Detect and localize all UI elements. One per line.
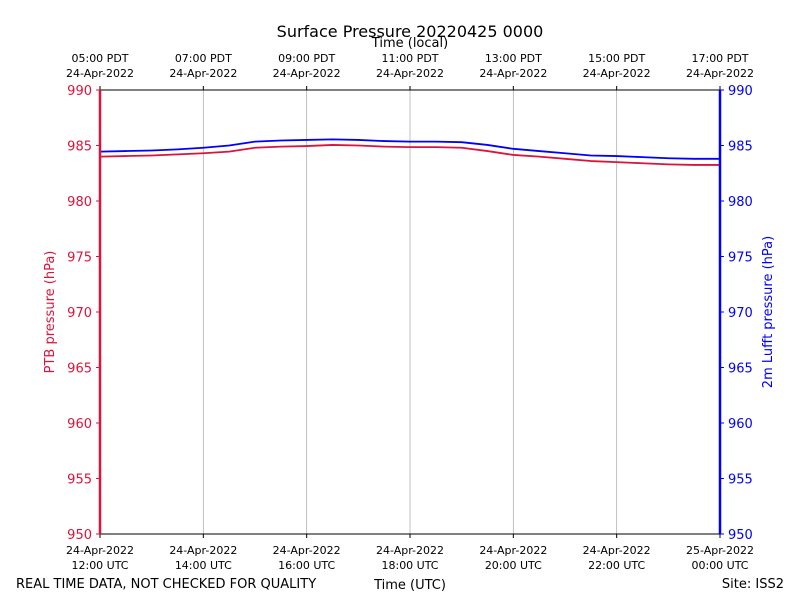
x-tick-label-date: 24-Apr-2022 [376,544,444,557]
y-tick-label-right: 980 [728,195,753,210]
top-tick-label-local: 05:00 PDT [71,52,128,65]
top-tick-label-date: 24-Apr-2022 [66,67,134,80]
top-tick-label-local: 11:00 PDT [381,52,438,65]
top-tick-label-local: 15:00 PDT [588,52,645,65]
x-tick-label-utc: 12:00 UTC [71,559,128,572]
x-tick-label-date: 24-Apr-2022 [479,544,547,557]
y-tick-label-left: 990 [67,84,92,99]
y-tick-label-right: 985 [728,140,753,155]
x-tick-label-utc: 22:00 UTC [588,559,645,572]
x-tick-label-utc: 14:00 UTC [175,559,232,572]
lufft-pressure-line [99,138,720,160]
top-tick-label-local: 09:00 PDT [278,52,335,65]
y-tick-label-left: 965 [67,362,92,377]
x-tick-label-utc: 16:00 UTC [278,559,335,572]
y-tick-label-left: 970 [67,306,92,321]
y-axis-label-right: 2m Lufft pressure (hPa) [761,236,776,388]
x-tick-label-utc: 18:00 UTC [381,559,438,572]
top-tick-label-date: 24-Apr-2022 [686,67,754,80]
y-tick-label-right: 990 [728,84,753,99]
x-tick-label-date: 24-Apr-2022 [169,544,237,557]
x-tick-label-date: 24-Apr-2022 [583,544,651,557]
x-tick-label-date: 24-Apr-2022 [273,544,341,557]
y-tick-label-left: 950 [67,528,92,543]
top-tick-label-date: 24-Apr-2022 [376,67,444,80]
top-tick-label-date: 24-Apr-2022 [479,67,547,80]
y-tick-label-right: 955 [728,473,753,488]
top-tick-label-local: 13:00 PDT [485,52,542,65]
y-tick-label-right: 975 [728,251,753,266]
x-tick-label-date: 25-Apr-2022 [686,544,754,557]
y-tick-label-left: 975 [67,251,92,266]
x-grid [202,90,618,534]
x-tick-label-date: 24-Apr-2022 [66,544,134,557]
axis-ticks: 24-Apr-2022 12:00 UTC 05:00 PDT 24-Apr-2022… [66,52,754,572]
y-tick-label-left: 955 [67,473,92,488]
y-tick-label-right: 965 [728,362,753,377]
top-axis-label: Time (local) [371,36,448,51]
y-tick-label-left: 960 [67,417,92,432]
y-tick-label-left: 985 [67,140,92,155]
y-tick-label-right: 970 [728,306,753,321]
top-tick-label-local: 17:00 PDT [691,52,748,65]
x-tick-label-utc: 00:00 UTC [691,559,748,572]
top-tick-label-date: 24-Apr-2022 [273,67,341,80]
y-axis-label-left: PTB pressure (hPa) [43,251,58,374]
x-tick-label-utc: 20:00 UTC [485,559,542,572]
ptb-pressure-line [99,144,720,166]
y-tick-label-left: 980 [67,195,92,210]
quality-disclaimer: REAL TIME DATA, NOT CHECKED FOR QUALITY [16,577,316,592]
y-tick-label-right: 960 [728,417,753,432]
series-layer [99,138,720,166]
site-label: Site: ISS2 [722,577,784,592]
y-tick-label-right: 950 [728,528,753,543]
chart-title: Surface Pressure 20220425 0000 [277,22,544,41]
x-axis-label: Time (UTC) [373,578,446,593]
top-tick-label-date: 24-Apr-2022 [583,67,651,80]
top-tick-label-local: 07:00 PDT [175,52,232,65]
top-tick-label-date: 24-Apr-2022 [169,67,237,80]
